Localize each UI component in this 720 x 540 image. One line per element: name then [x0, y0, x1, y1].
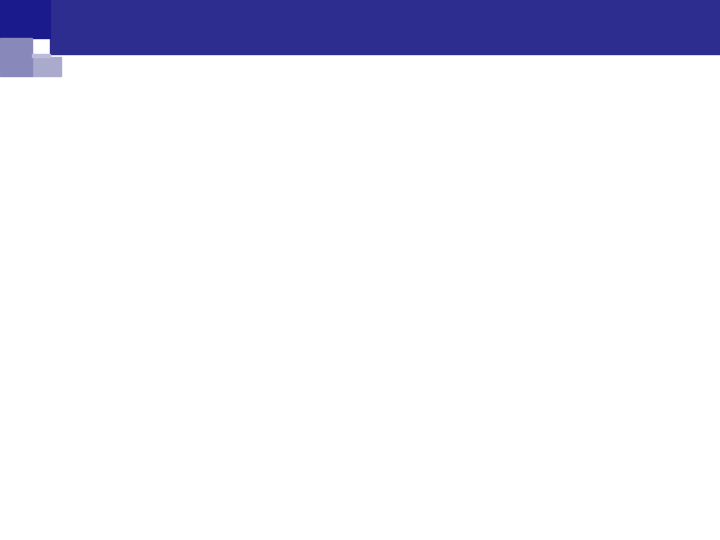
Text: $\mathsf{u}$: $\mathsf{u}$	[61, 166, 73, 184]
Text: 17: 17	[404, 511, 426, 529]
Text: The terms in brackets represents the complex: The terms in brackets represents the com…	[37, 387, 583, 410]
Text: $\mathsf{[]}$: $\mathsf{[]}$	[61, 235, 84, 266]
Text: $E =$: $E =$	[61, 335, 107, 362]
Text: amplitude of the plane wave: amplitude of the plane wave	[37, 412, 376, 436]
Bar	[22, 124, 32, 143]
Text: $\mathsf{[]}$: $\mathsf{[]}$	[61, 302, 84, 333]
Text: Matrix treatment of polarization: Matrix treatment of polarization	[22, 70, 720, 113]
Text: $E =$: $E =$	[61, 200, 107, 227]
Text: Combining the components: Combining the components	[37, 120, 364, 144]
Text: $E =$: $E =$	[61, 267, 107, 294]
Bar	[22, 389, 32, 408]
